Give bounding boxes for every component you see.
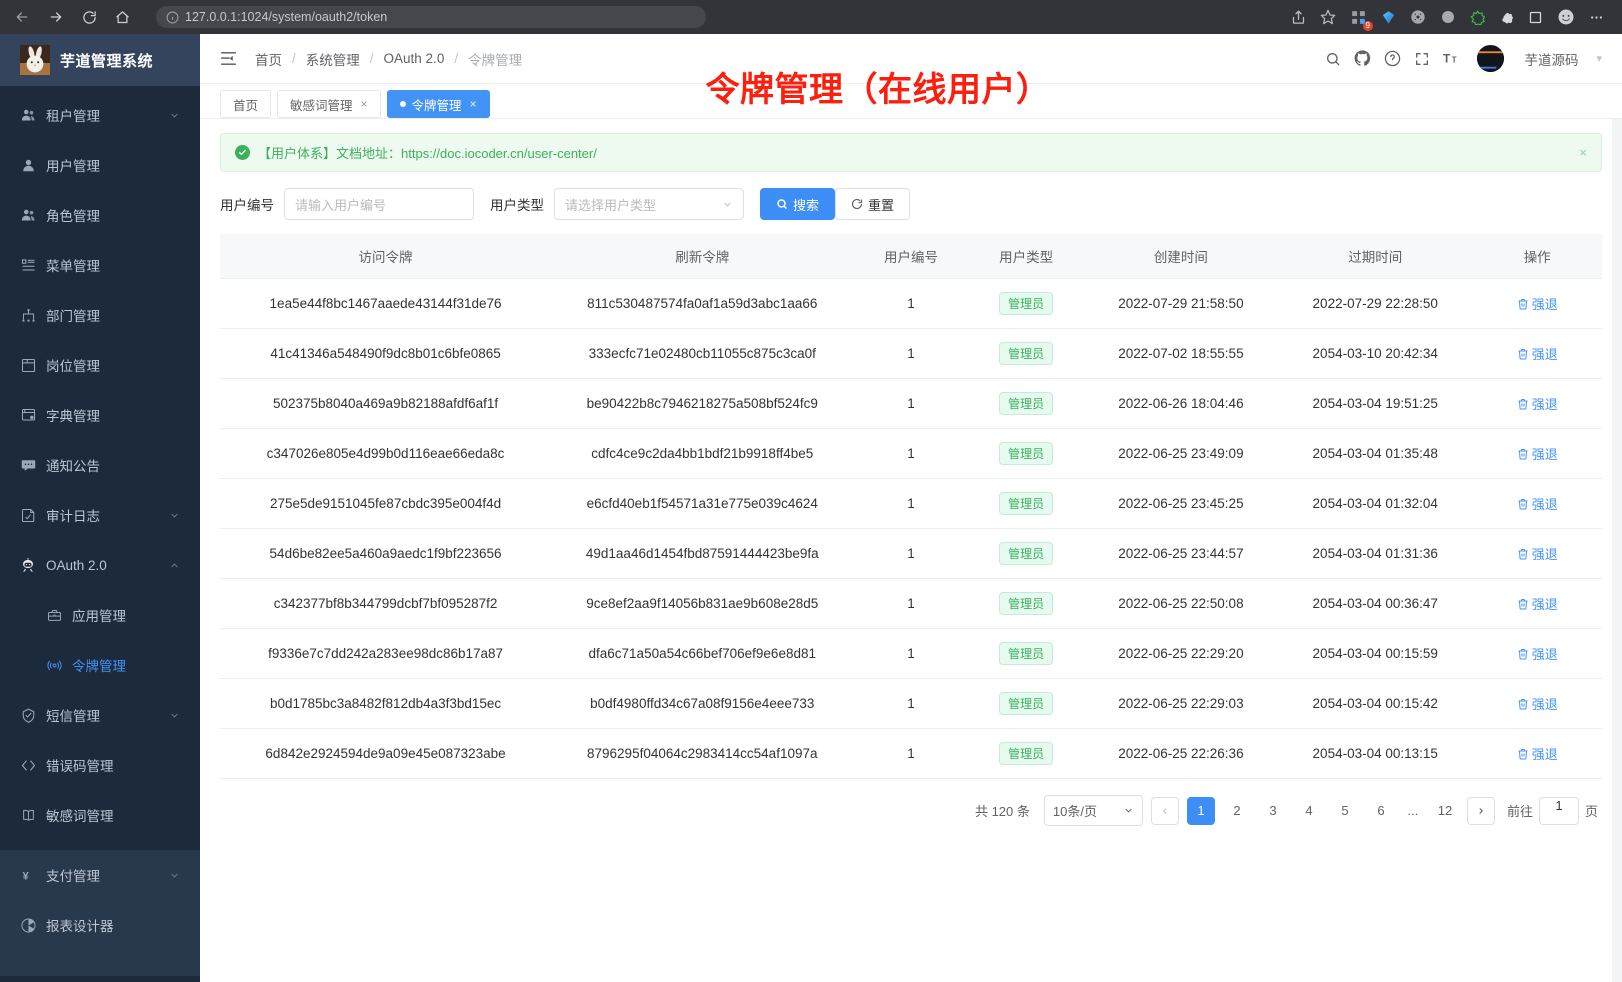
svg-text:¥: ¥	[22, 870, 29, 882]
